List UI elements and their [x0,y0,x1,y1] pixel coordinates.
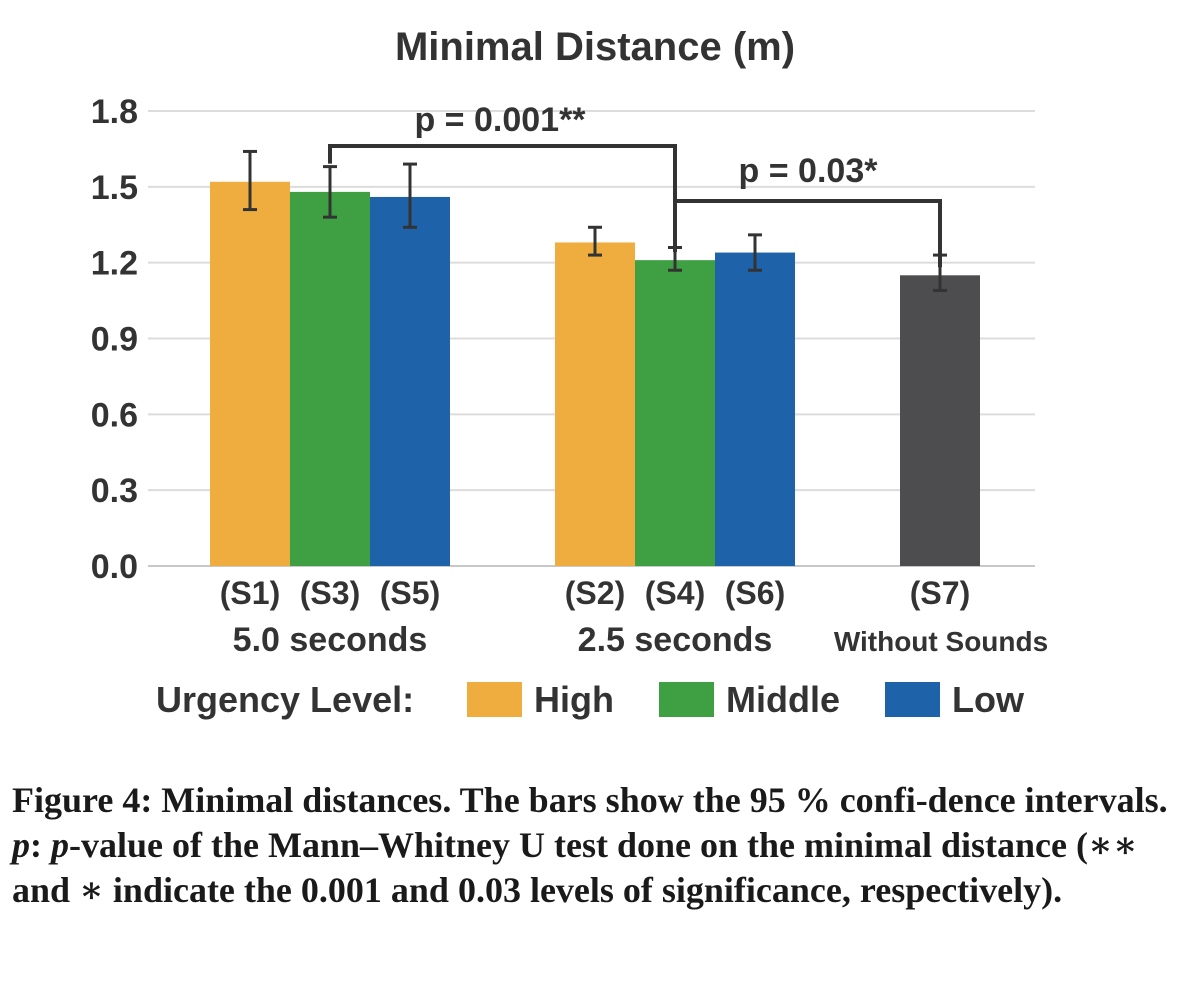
bar-s2 [555,242,635,566]
p-value-label: p = 0.001** [414,101,586,139]
legend: Urgency Level: High Middle Low [156,679,1025,720]
significance-brackets: p = 0.001** p = 0.03* [328,101,942,268]
significance-bracket: p = 0.001** [328,101,677,253]
bar-s5 [370,196,450,566]
error-bar [323,165,337,219]
bar-s3 [290,191,370,566]
chart-title: Minimal Distance (m) [395,25,795,69]
x-tick-label: (S7) [910,575,970,611]
legend-swatch [659,682,714,717]
y-axis-ticks: 0.0 0.3 0.6 0.9 1.2 1.5 1.8 [91,93,138,586]
legend-label: Middle [726,679,840,720]
y-tick-label: 0.3 [91,472,138,510]
bar-s7 [900,275,980,566]
group-label: Without Sounds [834,626,1048,657]
y-tick-label: 1.8 [91,93,138,131]
legend-item-low: Low [885,679,1025,720]
bar-s4 [635,260,715,566]
bar-s1 [210,181,290,566]
x-tick-label: (S1) [220,575,280,611]
x-tick-label: (S3) [300,575,360,611]
legend-item-middle: Middle [659,679,840,720]
legend-label: Low [952,679,1025,720]
y-tick-label: 0.6 [91,396,138,434]
group-label: 5.0 seconds [233,621,428,659]
error-bar [243,149,257,212]
legend-label: High [534,679,614,720]
caption-colon: : [30,825,51,865]
legend-item-high: High [467,679,614,720]
figure-caption: Figure 4: Minimal distances. The bars sh… [12,778,1182,913]
caption-rest: -value of the Mann–Whitney U test done o… [12,825,1138,910]
y-tick-label: 1.5 [91,169,138,207]
y-tick-label: 0.9 [91,321,138,359]
error-bar [748,233,762,272]
legend-swatch [467,682,522,717]
legend-swatch [885,682,940,717]
y-tick-label: 0.0 [91,548,138,586]
y-tick-label: 1.2 [91,245,138,283]
x-tick-label: (S6) [725,575,785,611]
error-bars [243,149,947,292]
bar-chart: Minimal Distance (m) 0.0 0.3 0.6 0.9 1.2 1.5 1… [91,25,1048,720]
legend-title: Urgency Level: [156,679,414,720]
x-tick-label: (S4) [645,575,705,611]
x-axis-labels: (S1) (S3) (S5) 5.0 seconds (S2) (S4) (S6) 2.5 s… [220,575,1048,659]
caption-lead: Figure 4: Minimal distances. The bars sh… [12,780,1168,820]
bar-s6 [715,252,795,567]
x-tick-label: (S2) [565,575,625,611]
bars [210,181,980,567]
error-bar [588,225,602,257]
error-bar [403,162,417,229]
caption-p-symbol-2: p [51,825,69,865]
p-value-label: p = 0.03* [739,152,879,190]
significance-bracket: p = 0.03* [673,152,942,268]
group-label: 2.5 seconds [578,621,773,659]
x-tick-label: (S5) [380,575,440,611]
caption-p-symbol: p [12,825,30,865]
